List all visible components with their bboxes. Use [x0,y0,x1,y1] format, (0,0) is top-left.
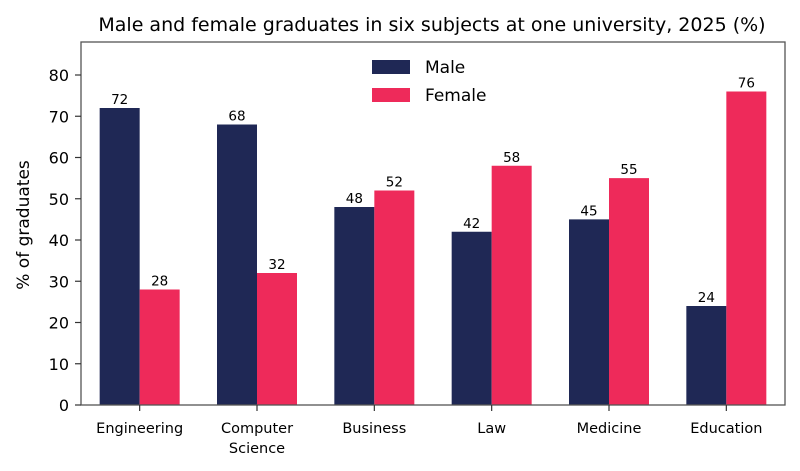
y-tick-label-30: 30 [49,272,69,291]
bar-female-computer-science [257,273,297,405]
y-tick-label-10: 10 [49,355,69,374]
y-axis-label: % of graduates [14,160,34,290]
data-label-female-computer-science: 32 [268,257,285,273]
x-tick-label-computer-science: Computer Science [221,421,293,457]
data-label-female-engineering: 28 [151,274,168,290]
x-tick-label-education: Education [690,421,762,437]
bar-male-computer-science [217,124,257,405]
legend-label-male: Male [425,58,465,78]
bar-male-engineering [99,108,140,405]
data-label-male-computer-science: 68 [228,109,245,125]
plot-area: 72 68 48 42 45 24 28 32 52 58 55 76 0 10 20 30 40 50 60 70 8… [49,41,786,457]
bar-male-law [451,231,492,405]
bar-female-business [374,190,415,405]
y-tick-label-40: 40 [49,231,69,250]
bar-male-medicine [569,219,609,405]
data-label-female-business: 52 [386,175,403,191]
y-tick-label-80: 80 [49,66,69,85]
plot-frame [80,41,786,406]
y-tick-label-20: 20 [49,314,69,333]
bar-female-engineering [139,289,180,405]
y-tick-label-70: 70 [49,107,69,126]
x-tick-label-business: Business [342,421,406,437]
data-label-female-law: 58 [503,150,520,166]
data-label-male-business: 48 [346,191,363,207]
data-label-female-medicine: 55 [620,162,637,178]
data-label-male-engineering: 72 [111,92,128,108]
legend-label-female: Female [425,86,486,106]
bar-male-education [686,306,727,405]
bar-male-business [334,207,375,405]
legend-swatch-female [372,88,410,102]
x-tick-label-medicine: Medicine [577,421,642,437]
y-tick-label-50: 50 [49,190,69,209]
bar-female-medicine [609,178,649,405]
chart-title: Male and female graduates in six subject… [98,14,765,36]
data-label-male-medicine: 45 [580,203,597,219]
legend-swatch-male [372,60,410,74]
data-label-female-education: 76 [738,76,755,92]
bar-female-education [726,91,767,405]
data-label-male-education: 24 [698,290,715,306]
x-tick-label-law: Law [477,421,506,437]
y-tick-label-0: 0 [59,396,69,415]
y-tick-label-60: 60 [49,149,69,168]
data-label-male-law: 42 [463,216,480,232]
bar-female-law [491,165,532,405]
x-tick-label-engineering: Engineering [96,421,183,437]
